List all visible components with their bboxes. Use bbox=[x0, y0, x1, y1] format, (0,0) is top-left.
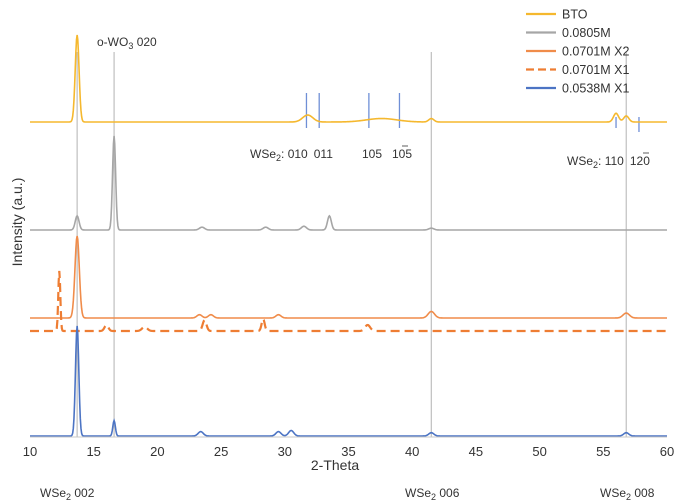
x-tick-label: 40 bbox=[405, 444, 419, 459]
annotation-wse2-006: WSe2 006 bbox=[405, 486, 460, 502]
x-tick-label: 15 bbox=[86, 444, 100, 459]
x-tick-label: 45 bbox=[469, 444, 483, 459]
series-line-s0701x2 bbox=[30, 235, 667, 319]
legend-label: 0.0701M X1 bbox=[562, 63, 629, 77]
annotation-wse2-002: WSe2 002 bbox=[40, 486, 95, 502]
annotation-wo3-020: o-WO3 020 bbox=[97, 35, 157, 51]
reference-lines bbox=[76, 52, 640, 437]
x-tick-label: 25 bbox=[214, 444, 228, 459]
x-axis-title: 2-Theta bbox=[311, 457, 359, 473]
x-tick-labels: 10 15 20 25 30 35 40 45 50 55 60 bbox=[23, 444, 674, 459]
annotation-wse2-008: WSe2 008 bbox=[600, 486, 655, 502]
x-tick-label: 60 bbox=[660, 444, 674, 459]
annotation-wse2-105: 105 bbox=[362, 147, 382, 161]
series-line-s0701x1 bbox=[30, 270, 667, 333]
series-line-s0538 bbox=[30, 325, 667, 437]
x-tick-label: 55 bbox=[596, 444, 610, 459]
x-tick-label: 10 bbox=[23, 444, 37, 459]
annotation-wse2-010-011: WSe2: 010 011 bbox=[250, 147, 333, 163]
legend-label: 0.0701M X2 bbox=[562, 45, 629, 59]
legend: BTO 0.0805M 0.0701M X2 0.0701M X1 0.0538M X1 bbox=[526, 8, 629, 96]
series-group bbox=[30, 34, 667, 437]
legend-label: 0.0538M X1 bbox=[562, 82, 629, 96]
series-line-BTO bbox=[30, 34, 667, 123]
annotation-wse2-105-bar: 105 bbox=[392, 147, 412, 161]
x-tick-label: 35 bbox=[341, 444, 355, 459]
y-axis-title: Intensity (a.u.) bbox=[9, 178, 25, 267]
annotation-wse2-110-120: WSe2: 110 120 bbox=[567, 154, 650, 170]
series-line-s0805 bbox=[30, 135, 667, 231]
x-tick-label: 50 bbox=[532, 444, 546, 459]
legend-label: BTO bbox=[562, 8, 588, 22]
x-tick-label: 30 bbox=[278, 444, 292, 459]
legend-label: 0.0805M bbox=[562, 26, 611, 40]
x-tick-label: 20 bbox=[150, 444, 164, 459]
